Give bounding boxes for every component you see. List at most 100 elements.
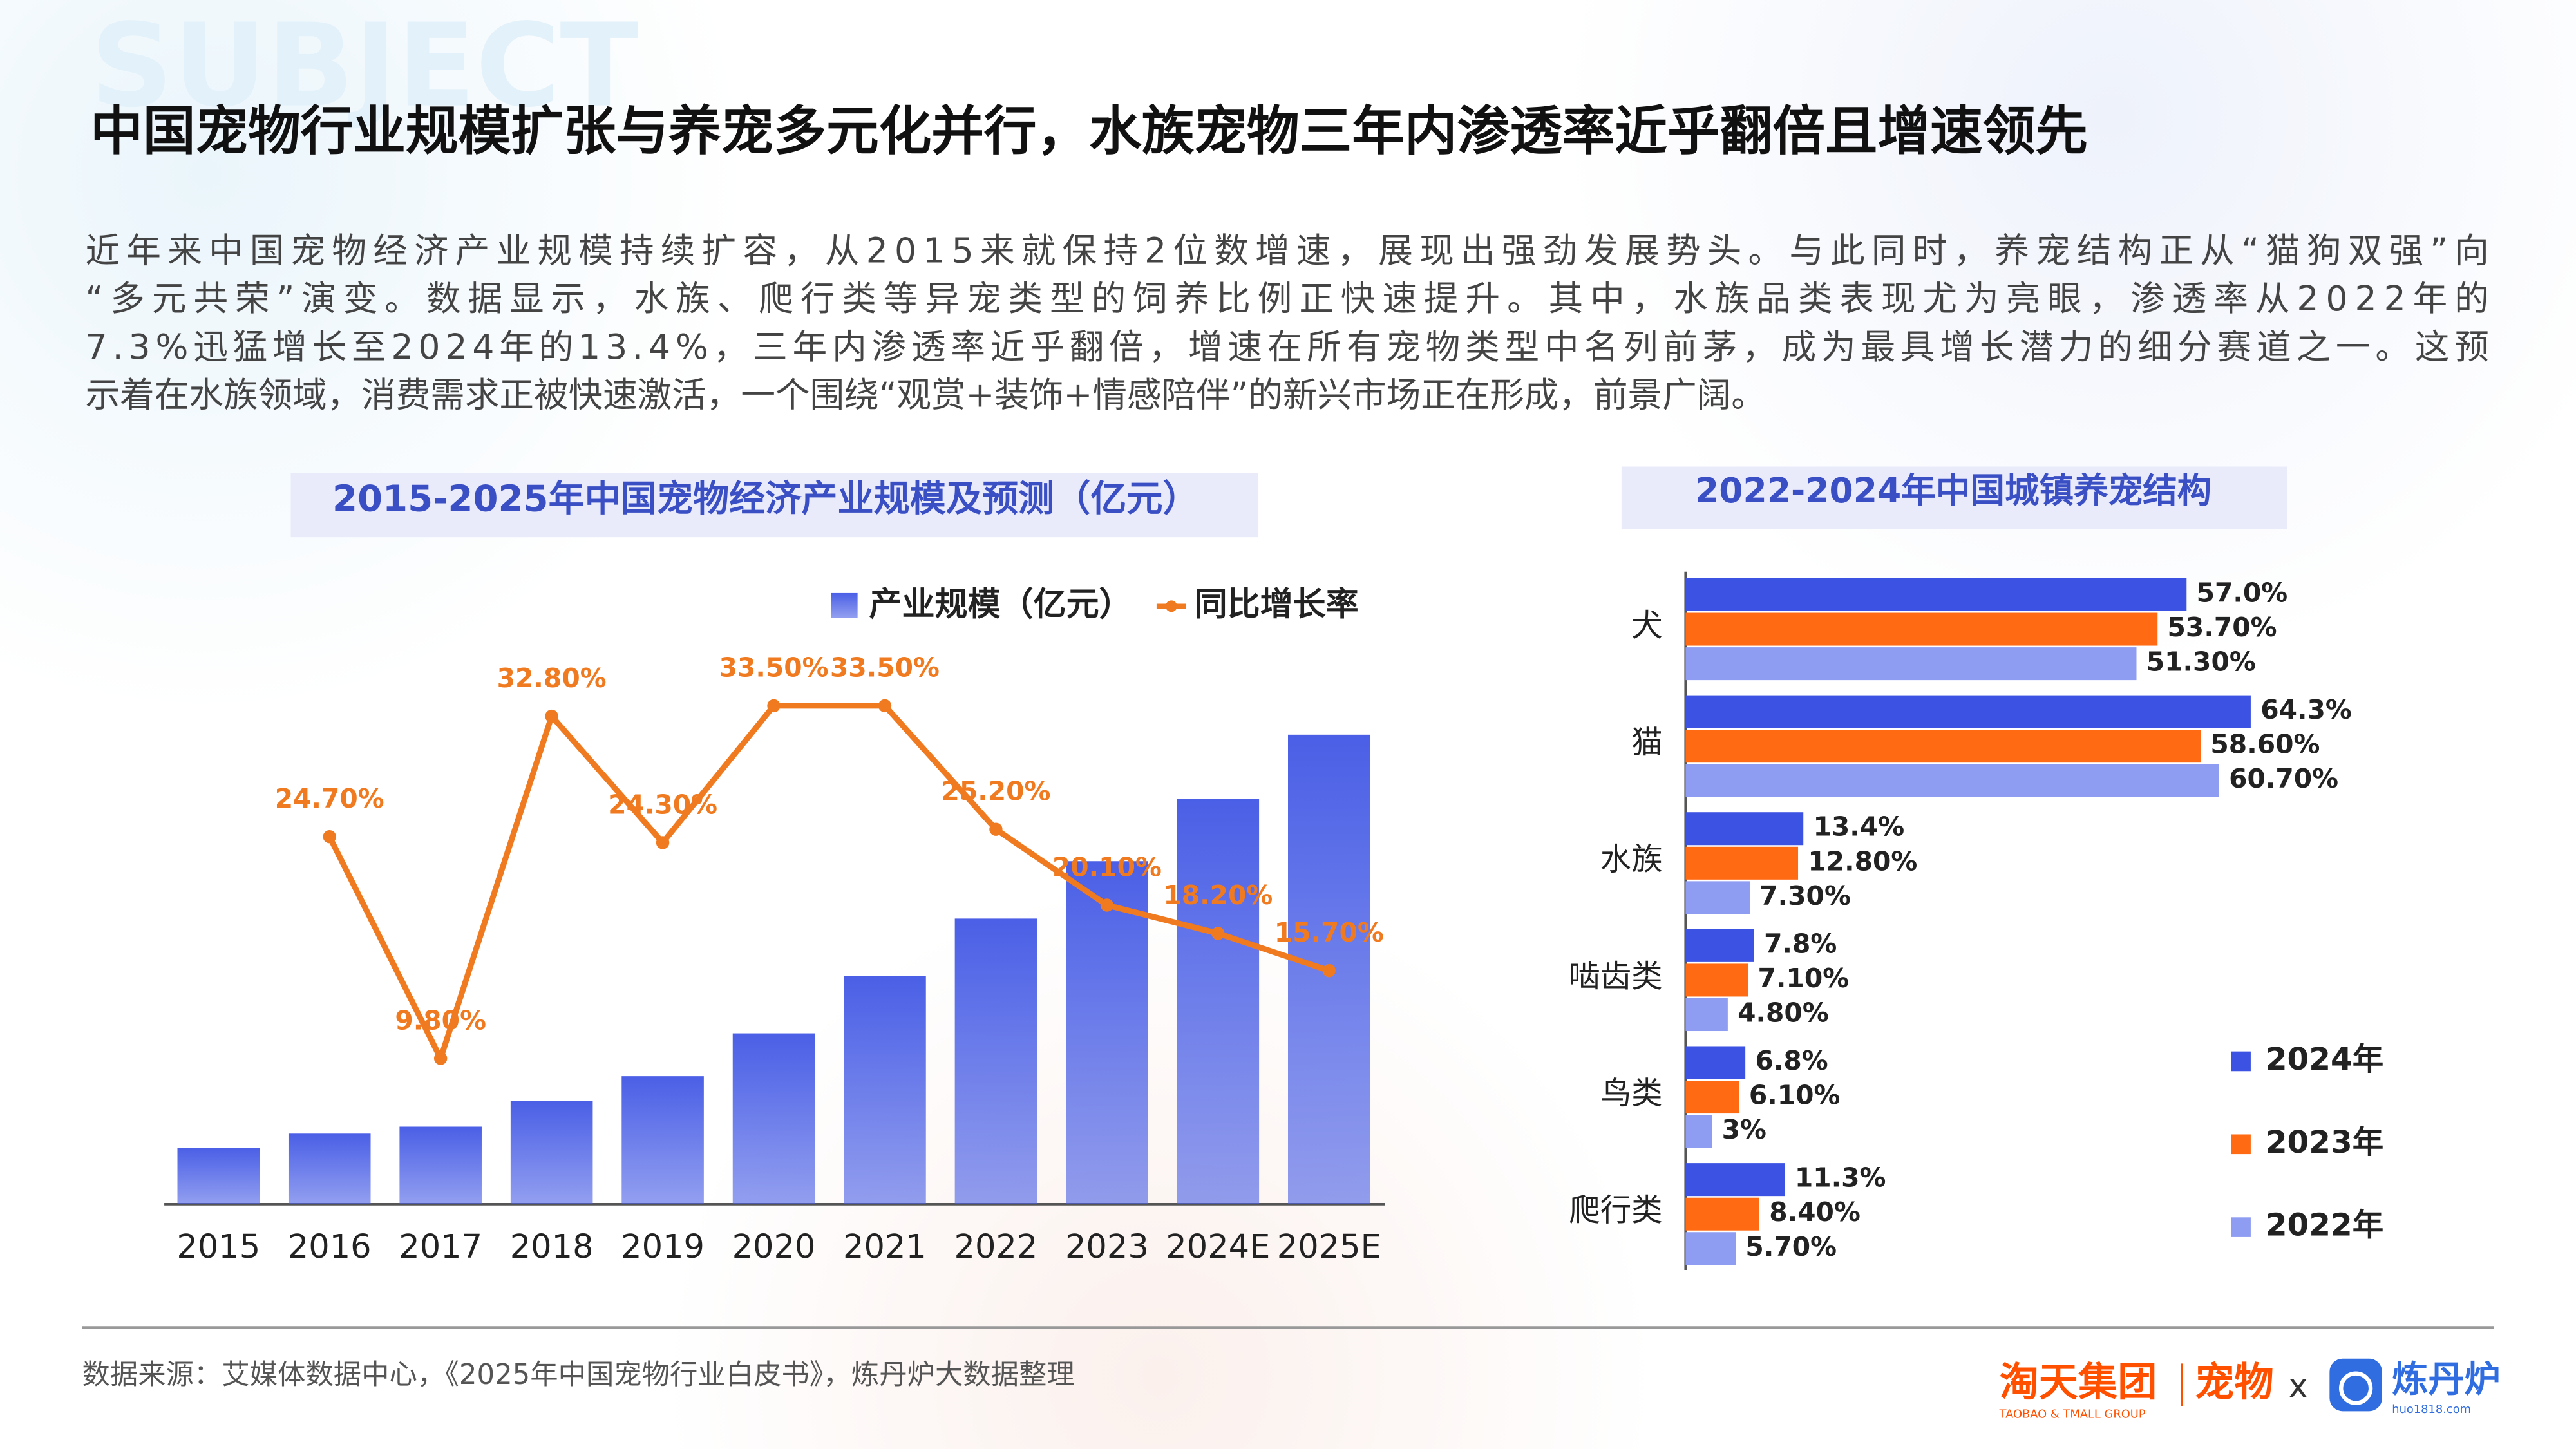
bar <box>1066 861 1148 1204</box>
x-tick-label: 2019 <box>621 1228 705 1266</box>
x-tick-label: 2017 <box>399 1228 482 1266</box>
data-label: 5.70% <box>1745 1231 1837 1262</box>
line-point <box>767 699 781 713</box>
bar <box>1685 1115 1712 1148</box>
bar <box>399 1126 482 1204</box>
bar <box>1685 764 2219 797</box>
data-label: 9.80% <box>395 1005 486 1036</box>
bar <box>1685 929 1754 962</box>
bar <box>1685 846 1799 880</box>
data-label: 64.3% <box>2260 694 2352 725</box>
bar <box>732 1033 815 1204</box>
partner-icon-mark <box>2339 1371 2373 1405</box>
data-label: 4.80% <box>1738 998 1829 1028</box>
line-point <box>545 709 558 723</box>
x-tick-label: 2024E <box>1166 1228 1270 1266</box>
bar <box>954 918 1037 1204</box>
x-tick-label: 2025E <box>1277 1228 1381 1266</box>
y-tick-label: 水族 <box>1600 842 1663 878</box>
legend-label: 产业规模（亿元） <box>869 585 1132 623</box>
line-point <box>878 699 892 713</box>
x-tick-label: 2020 <box>732 1228 816 1266</box>
bar <box>1685 1081 1739 1114</box>
paragraph-line: 近年来中国宠物经济产业规模持续扩容，从2015来就保持2位数增速，展现出强劲发展… <box>86 230 2489 270</box>
source: 数据来源：艾媒体数据中心，《2025年中国宠物行业白皮书》，炼丹炉大数据整理 <box>82 1359 1075 1391</box>
chart-title: 2015-2025年中国宠物经济产业规模及预测（亿元） <box>332 478 1199 520</box>
chart-title-box <box>1621 466 2287 529</box>
bar <box>1685 963 1748 997</box>
data-label: 60.70% <box>2229 763 2338 794</box>
x-tick-label: 2015 <box>176 1228 260 1266</box>
bar <box>1685 1197 1759 1231</box>
data-label: 3% <box>1722 1114 1766 1145</box>
bar <box>1685 647 2137 681</box>
legend-swatch <box>831 592 858 618</box>
data-label: 7.8% <box>1764 928 1837 959</box>
legend-swatch <box>2231 1051 2251 1072</box>
bar <box>1685 730 2201 763</box>
x-tick-label: 2021 <box>843 1228 927 1266</box>
brand-en: TAOBAO & TMALL GROUP <box>1999 1407 2146 1421</box>
legend-label: 2024年 <box>2266 1041 2383 1077</box>
bar <box>1685 612 2158 646</box>
x-tick-label: 2016 <box>288 1228 372 1266</box>
legend-swatch <box>2231 1217 2251 1237</box>
paragraph-line: 示着在水族领域，消费需求正被快速激活，一个围绕“观赏+装饰+情感陪伴”的新兴市场… <box>86 375 1766 415</box>
watermark: SUBJECT <box>90 0 638 133</box>
y-tick-label: 啮齿类 <box>1569 958 1662 994</box>
times: x <box>2289 1368 2308 1406</box>
data-label: 6.8% <box>1755 1045 1828 1076</box>
bar <box>1177 799 1260 1204</box>
channel-logo: 宠物 <box>2195 1359 2273 1405</box>
data-label: 7.10% <box>1758 963 1850 994</box>
data-label: 57.0% <box>2197 577 2288 608</box>
paragraph-line: 7.3%迅猛增长至2024年的13.4%，三年内渗透率近乎翻倍，增速在所有宠物类… <box>86 327 2489 367</box>
bar <box>1685 1232 1736 1265</box>
x-tick-label: 2018 <box>510 1228 594 1266</box>
bar <box>1685 881 1750 914</box>
line-point <box>1211 927 1225 940</box>
data-label: 25.20% <box>941 776 1050 807</box>
brand-logo: 淘天集团 <box>2000 1359 2157 1405</box>
bar <box>844 976 926 1204</box>
data-label: 24.70% <box>275 783 384 814</box>
y-tick-label: 犬 <box>1631 607 1662 643</box>
data-label: 12.80% <box>1808 846 1917 876</box>
legend-label: 同比增长率 <box>1195 585 1359 623</box>
data-label: 6.10% <box>1749 1080 1841 1111</box>
data-label: 51.30% <box>2146 647 2256 677</box>
data-label: 7.30% <box>1759 880 1851 911</box>
bar <box>177 1148 260 1204</box>
data-label: 11.3% <box>1795 1162 1886 1193</box>
bar <box>1685 998 1728 1032</box>
y-tick-label: 猫 <box>1631 724 1662 761</box>
data-label: 24.30% <box>608 789 717 820</box>
line-point <box>989 822 1003 836</box>
paragraph-line: “多元共荣”演变。数据显示，水族、爬行类等异宠类型的饲养比例正快速提升。其中，水… <box>86 278 2489 319</box>
data-label: 18.20% <box>1163 880 1273 911</box>
data-label: 8.40% <box>1769 1197 1861 1227</box>
chart-title: 2022-2024年中国城镇养宠结构 <box>1695 470 2211 511</box>
line-point <box>1322 963 1336 978</box>
page-title: 中国宠物行业规模扩张与养宠多元化并行，水族宠物三年内渗透率近乎翻倍且增速领先 <box>90 101 2088 162</box>
data-label: 32.80% <box>497 663 607 694</box>
data-label: 58.60% <box>2210 729 2320 760</box>
bar <box>621 1076 704 1204</box>
line-point <box>656 836 670 849</box>
chart-title-box <box>290 473 1259 538</box>
bar <box>510 1101 593 1204</box>
data-label: 20.10% <box>1052 851 1162 882</box>
bar <box>1685 1046 1746 1079</box>
line-point <box>323 830 336 844</box>
legend-swatch <box>2231 1134 2251 1155</box>
x-tick-label: 2022 <box>954 1228 1038 1266</box>
partner-logo: 炼丹炉 <box>2392 1359 2500 1401</box>
data-label: 53.70% <box>2168 612 2277 643</box>
legend-label: 2022年 <box>2266 1208 2383 1244</box>
bar <box>288 1133 371 1204</box>
line-point <box>1100 898 1114 912</box>
data-label: 13.4% <box>1814 811 1905 842</box>
line-point <box>433 1052 448 1065</box>
